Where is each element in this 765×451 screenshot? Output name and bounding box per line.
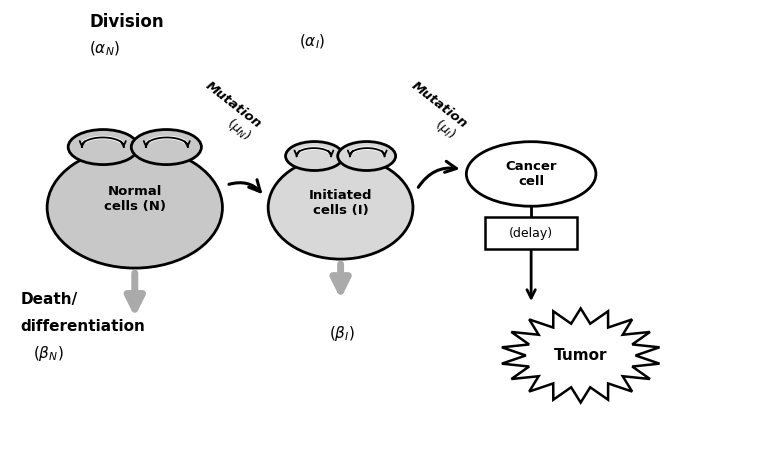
Text: $(\mu_I)$: $(\mu_I)$	[431, 115, 459, 143]
Text: Division: Division	[89, 13, 164, 31]
Ellipse shape	[337, 142, 396, 170]
FancyBboxPatch shape	[486, 217, 577, 249]
Ellipse shape	[47, 147, 223, 268]
Text: Mutation: Mutation	[203, 78, 265, 130]
Text: Tumor: Tumor	[554, 348, 607, 363]
Ellipse shape	[285, 142, 343, 170]
Ellipse shape	[132, 129, 201, 165]
Text: differentiation: differentiation	[21, 319, 145, 334]
Polygon shape	[502, 308, 659, 403]
Text: $(\alpha_I)$: $(\alpha_I)$	[298, 32, 325, 51]
Text: $(\beta_I)$: $(\beta_I)$	[329, 323, 355, 343]
Text: (delay): (delay)	[509, 226, 553, 239]
Ellipse shape	[68, 129, 138, 165]
Text: $(\mu_N)$: $(\mu_N)$	[223, 114, 255, 144]
Text: Mutation: Mutation	[409, 78, 470, 130]
Text: Initiated
cells (I): Initiated cells (I)	[309, 189, 373, 217]
Text: Cancer
cell: Cancer cell	[506, 160, 557, 188]
Text: Death/: Death/	[21, 292, 78, 307]
Text: $(\alpha_N)$: $(\alpha_N)$	[89, 39, 120, 58]
Text: Normal
cells (N): Normal cells (N)	[104, 184, 166, 212]
Ellipse shape	[269, 156, 413, 259]
Ellipse shape	[467, 142, 596, 206]
Text: $(\beta_N)$: $(\beta_N)$	[34, 344, 64, 363]
